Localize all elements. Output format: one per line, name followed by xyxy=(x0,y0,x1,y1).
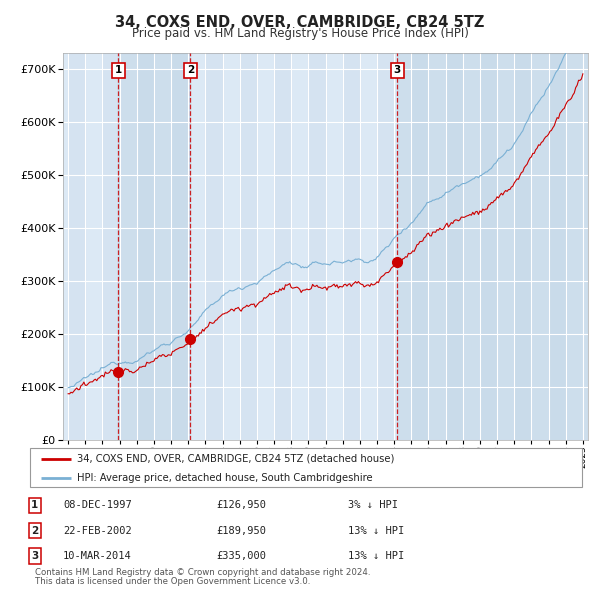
Bar xyxy=(118,53,190,440)
Text: 10-MAR-2014: 10-MAR-2014 xyxy=(63,551,132,561)
Bar xyxy=(274,53,291,440)
Text: 13% ↓ HPI: 13% ↓ HPI xyxy=(348,551,404,561)
Text: £189,950: £189,950 xyxy=(216,526,266,536)
Text: 08-DEC-1997: 08-DEC-1997 xyxy=(63,500,132,510)
Text: 3% ↓ HPI: 3% ↓ HPI xyxy=(348,500,398,510)
Bar xyxy=(171,53,188,440)
Bar xyxy=(411,53,428,440)
Bar xyxy=(397,53,588,440)
Text: £335,000: £335,000 xyxy=(216,551,266,561)
Text: 34, COXS END, OVER, CAMBRIDGE, CB24 5TZ (detached house): 34, COXS END, OVER, CAMBRIDGE, CB24 5TZ … xyxy=(77,454,394,464)
Text: HPI: Average price, detached house, South Cambridgeshire: HPI: Average price, detached house, Sout… xyxy=(77,473,373,483)
Text: 2: 2 xyxy=(187,65,194,76)
Bar xyxy=(308,53,326,440)
Text: 1: 1 xyxy=(31,500,38,510)
Bar xyxy=(514,53,532,440)
FancyBboxPatch shape xyxy=(30,448,582,487)
Text: Price paid vs. HM Land Registry's House Price Index (HPI): Price paid vs. HM Land Registry's House … xyxy=(131,27,469,40)
Text: 3: 3 xyxy=(31,551,38,561)
Text: 2: 2 xyxy=(31,526,38,536)
Bar xyxy=(240,53,257,440)
Text: This data is licensed under the Open Government Licence v3.0.: This data is licensed under the Open Gov… xyxy=(35,577,310,586)
Text: 22-FEB-2002: 22-FEB-2002 xyxy=(63,526,132,536)
Bar xyxy=(480,53,497,440)
Bar xyxy=(446,53,463,440)
Bar xyxy=(343,53,360,440)
Bar xyxy=(548,53,566,440)
Bar xyxy=(103,53,119,440)
Bar xyxy=(377,53,394,440)
Text: 3: 3 xyxy=(394,65,401,76)
Text: 34, COXS END, OVER, CAMBRIDGE, CB24 5TZ: 34, COXS END, OVER, CAMBRIDGE, CB24 5TZ xyxy=(115,15,485,30)
Bar xyxy=(68,53,85,440)
Text: 13% ↓ HPI: 13% ↓ HPI xyxy=(348,526,404,536)
Bar xyxy=(137,53,154,440)
Text: 1: 1 xyxy=(115,65,122,76)
Text: £126,950: £126,950 xyxy=(216,500,266,510)
Text: Contains HM Land Registry data © Crown copyright and database right 2024.: Contains HM Land Registry data © Crown c… xyxy=(35,568,370,577)
Bar xyxy=(205,53,223,440)
